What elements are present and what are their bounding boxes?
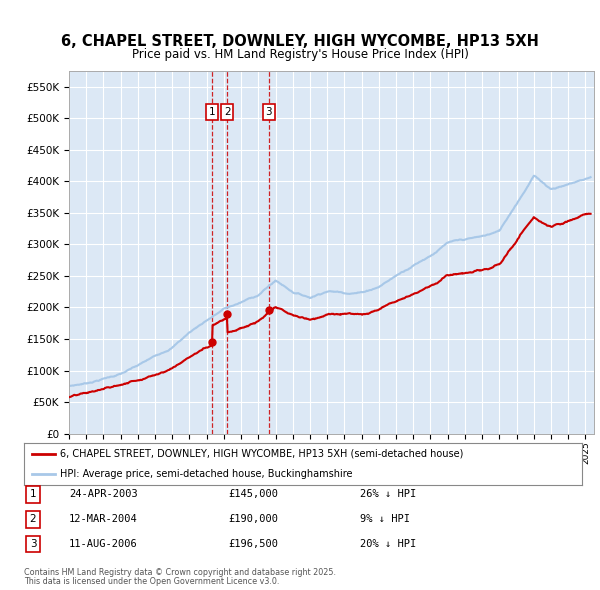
Text: 11-AUG-2006: 11-AUG-2006: [69, 539, 138, 549]
Text: 26% ↓ HPI: 26% ↓ HPI: [360, 490, 416, 499]
Text: HPI: Average price, semi-detached house, Buckinghamshire: HPI: Average price, semi-detached house,…: [60, 468, 353, 478]
Text: 24-APR-2003: 24-APR-2003: [69, 490, 138, 499]
Text: 6, CHAPEL STREET, DOWNLEY, HIGH WYCOMBE, HP13 5XH (semi-detached house): 6, CHAPEL STREET, DOWNLEY, HIGH WYCOMBE,…: [60, 449, 464, 459]
Text: £190,000: £190,000: [228, 514, 278, 524]
Text: Contains HM Land Registry data © Crown copyright and database right 2025.: Contains HM Land Registry data © Crown c…: [24, 568, 336, 577]
Text: Price paid vs. HM Land Registry's House Price Index (HPI): Price paid vs. HM Land Registry's House …: [131, 48, 469, 61]
Text: 12-MAR-2004: 12-MAR-2004: [69, 514, 138, 524]
Text: 3: 3: [266, 107, 272, 117]
Text: 3: 3: [29, 539, 37, 549]
Text: 9% ↓ HPI: 9% ↓ HPI: [360, 514, 410, 524]
Text: 2: 2: [29, 514, 37, 524]
Text: £196,500: £196,500: [228, 539, 278, 549]
Text: This data is licensed under the Open Government Licence v3.0.: This data is licensed under the Open Gov…: [24, 578, 280, 586]
Text: 1: 1: [209, 107, 215, 117]
Text: 6, CHAPEL STREET, DOWNLEY, HIGH WYCOMBE, HP13 5XH: 6, CHAPEL STREET, DOWNLEY, HIGH WYCOMBE,…: [61, 34, 539, 49]
Text: £145,000: £145,000: [228, 490, 278, 499]
Text: 1: 1: [29, 490, 37, 499]
Text: 2: 2: [224, 107, 230, 117]
Text: 20% ↓ HPI: 20% ↓ HPI: [360, 539, 416, 549]
